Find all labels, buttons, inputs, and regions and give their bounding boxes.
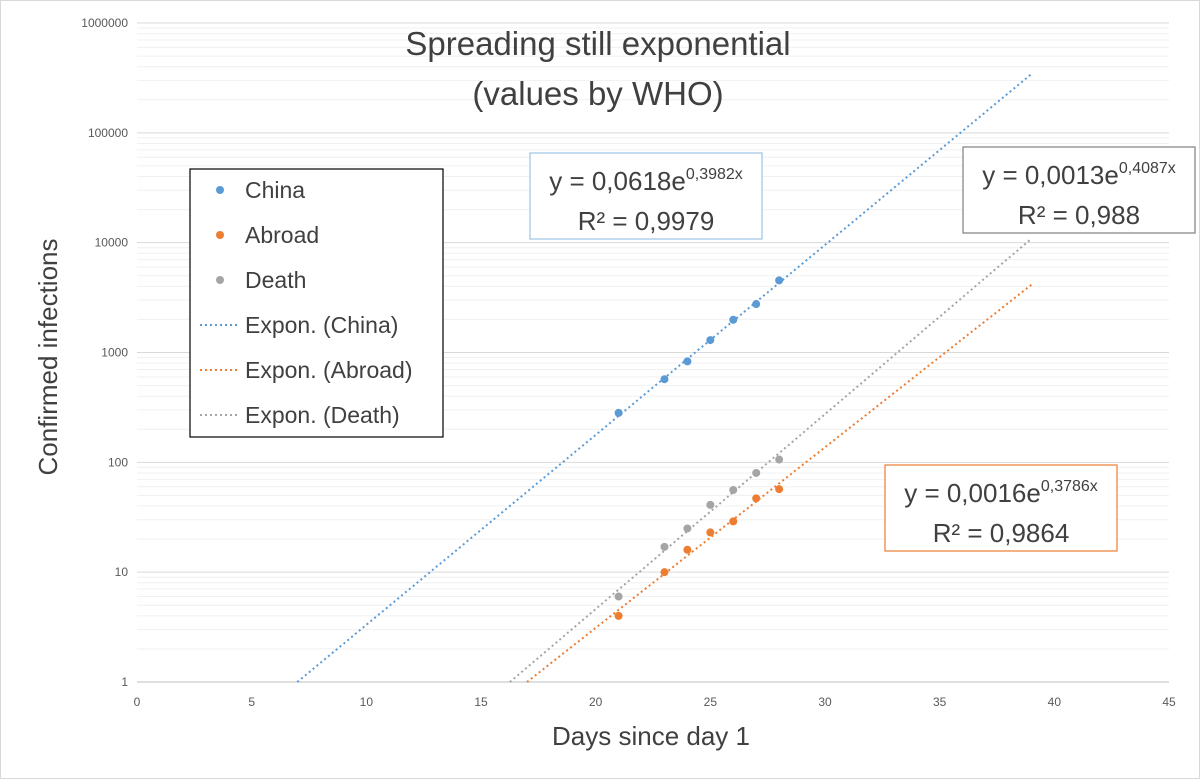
y-tick-label: 1 [121,675,128,689]
axes: 1 10 100 1000 10000 100000 1000000 0 5 10 15 20 25 30… [81,16,1176,709]
x-tick-label: 10 [360,695,374,709]
trendline-expon-death- [509,237,1033,683]
point-china [752,300,761,309]
legend: China Abroad Death Expon. (China) Expon. (Ab… [189,168,444,438]
legend-marker-abroad [216,231,224,239]
equation-box [529,152,763,240]
legend-marker-china [216,186,224,194]
data-points [614,276,784,620]
x-tick-label: 15 [474,695,488,709]
point-abroad [775,485,784,494]
point-death [706,500,715,509]
x-tick-label: 35 [933,695,947,709]
point-abroad [752,494,761,503]
equation-box [962,146,1196,234]
equation-text: y = 0,0618e0,3982x [549,166,743,196]
point-death [775,455,784,464]
y-tick-label: 10000 [95,236,129,250]
point-abroad [683,545,692,554]
x-tick-label: 40 [1048,695,1062,709]
point-abroad [660,568,669,577]
trendline-expon-abroad- [526,284,1033,683]
legend-label: Expon. (Abroad) [245,357,412,383]
y-axis-title: Confirmed infections [33,239,63,476]
point-china [775,276,784,285]
equation-text: y = 0,0013e0,4087x [982,160,1176,190]
r-squared-text: R² = 0,988 [1018,200,1140,230]
point-china [683,357,692,366]
x-tick-label: 25 [704,695,718,709]
chart-title-line-1: Spreading still exponential [405,25,790,62]
x-tick-label: 0 [134,695,141,709]
y-tick-label: 1000000 [81,16,128,30]
point-abroad [729,517,738,526]
point-abroad [706,528,715,537]
legend-label: Abroad [245,222,319,248]
legend-label: Expon. (China) [245,312,398,338]
x-tick-label: 45 [1162,695,1176,709]
y-tick-label: 100 [108,455,128,469]
x-axis-title: Days since day 1 [552,721,750,751]
legend-label: China [245,177,305,203]
y-tick-label: 1000 [101,346,128,360]
legend-box [189,168,444,438]
y-tick-label: 100000 [88,126,128,140]
x-tick-label: 20 [589,695,603,709]
legend-label: Expon. (Death) [245,402,400,428]
point-abroad [614,611,623,620]
legend-marker-death [216,276,224,284]
point-china [660,375,669,384]
trendline-equations: y = 0,0618e0,3982x R² = 0,9979 y = 0,0013e… [529,146,1196,552]
point-death [683,524,692,533]
point-death [660,542,669,551]
chart-title-line-2: (values by WHO) [472,75,723,112]
equation-box [884,464,1118,552]
x-tick-label: 5 [248,695,255,709]
point-china [706,336,715,345]
legend-label: Death [245,267,306,293]
point-china [729,315,738,324]
r-squared-text: R² = 0,9979 [578,206,715,236]
equation-text: y = 0,0016e0,3786x [904,478,1098,508]
x-tick-label: 30 [818,695,832,709]
point-china [614,408,623,417]
y-tick-label: 10 [115,565,129,579]
point-death [752,468,761,477]
point-death [614,592,623,601]
point-death [729,485,738,494]
r-squared-text: R² = 0,9864 [933,518,1070,548]
